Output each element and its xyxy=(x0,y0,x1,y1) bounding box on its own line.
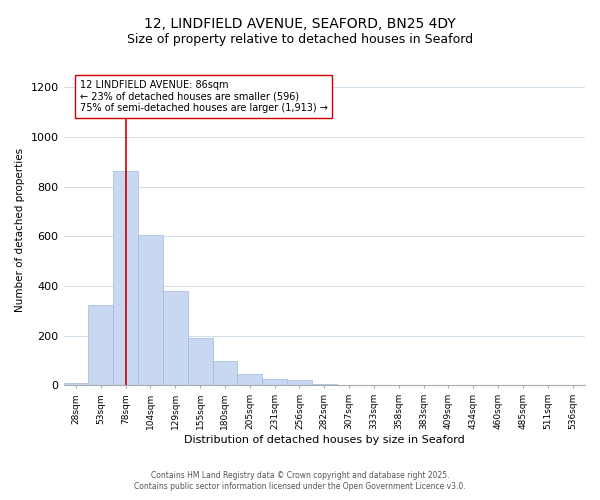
Bar xyxy=(138,235,163,386)
Bar xyxy=(262,379,287,386)
Bar xyxy=(238,374,262,386)
Bar xyxy=(64,383,88,386)
Bar xyxy=(287,380,312,386)
Bar xyxy=(163,291,188,386)
Text: Contains public sector information licensed under the Open Government Licence v3: Contains public sector information licen… xyxy=(134,482,466,491)
Bar xyxy=(113,170,138,386)
Bar xyxy=(188,338,212,386)
X-axis label: Distribution of detached houses by size in Seaford: Distribution of detached houses by size … xyxy=(184,435,464,445)
Bar xyxy=(212,360,238,386)
Text: 12 LINDFIELD AVENUE: 86sqm
← 23% of detached houses are smaller (596)
75% of sem: 12 LINDFIELD AVENUE: 86sqm ← 23% of deta… xyxy=(80,80,328,113)
Bar xyxy=(312,384,337,386)
Text: 12, LINDFIELD AVENUE, SEAFORD, BN25 4DY: 12, LINDFIELD AVENUE, SEAFORD, BN25 4DY xyxy=(144,18,456,32)
Y-axis label: Number of detached properties: Number of detached properties xyxy=(15,148,25,312)
Text: Contains HM Land Registry data © Crown copyright and database right 2025.: Contains HM Land Registry data © Crown c… xyxy=(151,471,449,480)
Bar xyxy=(88,304,113,386)
Text: Size of property relative to detached houses in Seaford: Size of property relative to detached ho… xyxy=(127,32,473,46)
